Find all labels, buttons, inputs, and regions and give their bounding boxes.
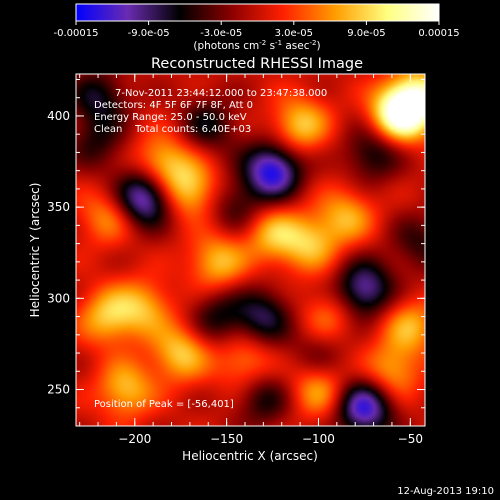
colorbar: -0.00015 -9.0e-05 -3.0e-05 3.0e-05 9.0e-05 0.… xyxy=(54,3,460,52)
peak-position-label: Position of Peak = [-56,401] xyxy=(94,399,234,410)
y-axis-label: Heliocentric Y (arcsec) xyxy=(28,183,42,318)
heatmap-image xyxy=(76,74,425,426)
y-tick-label: 300 xyxy=(47,291,70,305)
heatmap xyxy=(75,73,426,427)
colorbar-tick-label: -0.00015 xyxy=(54,28,99,39)
y-tick-label: 250 xyxy=(47,383,70,397)
chart-title: Reconstructed RHESSI Image xyxy=(151,56,363,72)
colorbar-tick-label: -3.0e-05 xyxy=(200,28,242,39)
colorbar-ticks: -0.00015 -9.0e-05 -3.0e-05 3.0e-05 9.0e-05 0.… xyxy=(54,21,460,39)
annotation-energy-range: Energy Range: 25.0 - 50.0 keV xyxy=(94,112,247,123)
x-axis-ticks: −200 −150 −100 −50 xyxy=(79,74,423,446)
x-tick-label: −100 xyxy=(302,432,335,446)
annotation-block: 7-Nov-2011 23:44:12.000 to 23:47:38.000 … xyxy=(94,88,327,135)
x-axis-label: Heliocentric X (arcsec) xyxy=(182,449,318,463)
colorbar-gradient xyxy=(75,3,440,22)
colorbar-tick-label: 3.0e-05 xyxy=(275,28,313,39)
colorbar-tick-label: -9.0e-05 xyxy=(128,28,170,39)
x-tick-label: −200 xyxy=(118,432,151,446)
colorbar-tick-label: 9.0e-05 xyxy=(347,28,385,39)
annotation-time-range: 7-Nov-2011 23:44:12.000 to 23:47:38.000 xyxy=(115,88,327,99)
y-tick-label: 400 xyxy=(47,109,70,123)
y-tick-label: 350 xyxy=(47,200,70,214)
y-axis-ticks: 250 300 350 400 xyxy=(47,78,425,427)
x-tick-label: −50 xyxy=(398,432,423,446)
colorbar-unit-label: (photons cm-2 s-1 asec-2) xyxy=(193,39,320,52)
plot-frame xyxy=(75,73,426,427)
footer-date: 12-Aug-2013 19:10 xyxy=(397,486,494,497)
colorbar-tick-label: 0.00015 xyxy=(418,28,459,39)
x-tick-label: −150 xyxy=(210,432,243,446)
annotation-detectors: Detectors: 4F 5F 6F 7F 8F, Att 0 xyxy=(94,100,253,111)
annotation-clean-counts: Clean Total counts: 6.40E+03 xyxy=(94,124,251,135)
